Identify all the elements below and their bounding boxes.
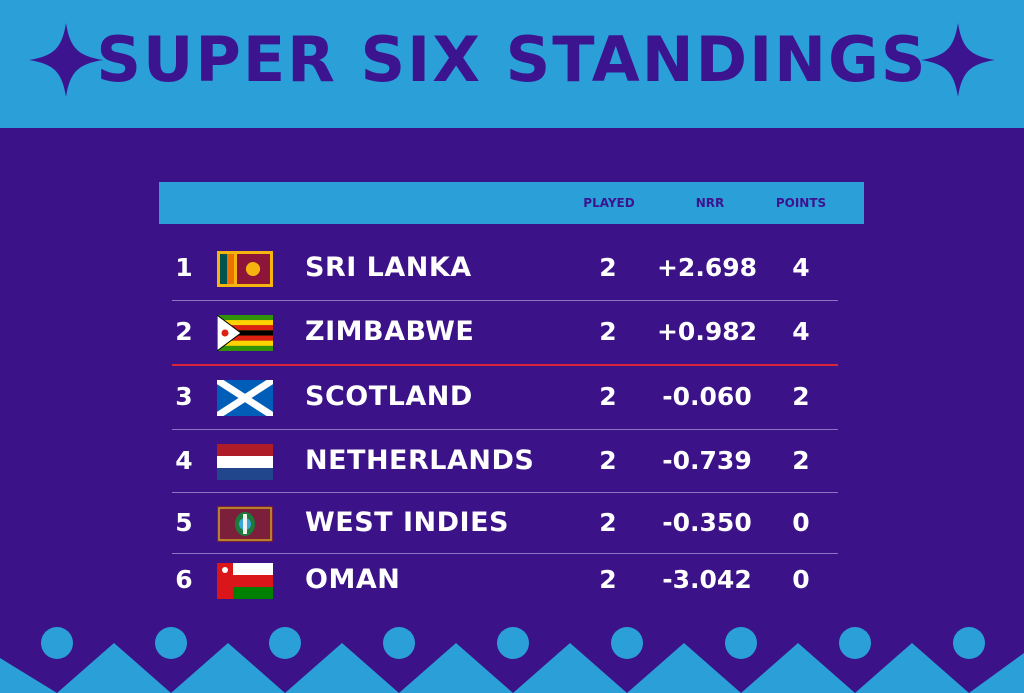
- zimbabwe-flag-icon: [217, 315, 273, 351]
- rank: 1: [175, 253, 193, 282]
- scotland-flag-icon: [217, 380, 273, 416]
- rank: 5: [175, 508, 193, 537]
- table-row: 1 SRI LANKA 2 +2.698 4: [159, 237, 864, 299]
- four-point-star-icon: [29, 23, 103, 97]
- points-value: 0: [792, 508, 810, 537]
- table-row: 3 SCOTLAND 2 -0.060 2: [159, 366, 864, 428]
- played-value: 2: [599, 382, 617, 411]
- played-value: 2: [599, 446, 617, 475]
- rank: 4: [175, 446, 193, 475]
- team-name: OMAN: [305, 564, 401, 595]
- row-divider: [172, 429, 838, 430]
- nrr-value: +2.698: [656, 253, 758, 282]
- nrr-value: -0.739: [662, 446, 752, 475]
- header-banner: [0, 0, 1024, 128]
- column-header-played: PLAYED: [583, 196, 635, 210]
- west-indies-flag-icon: [217, 506, 273, 542]
- points-value: 2: [792, 382, 810, 411]
- rank: 3: [175, 382, 193, 411]
- standings-table-header: PLAYED NRR POINTS: [159, 182, 864, 224]
- table-row: 2 ZIMBABWE 2 +0.982 4: [159, 301, 864, 363]
- nrr-value: +0.982: [656, 317, 758, 346]
- team-name: WEST INDIES: [305, 507, 509, 538]
- played-value: 2: [599, 508, 617, 537]
- table-row: 5 WEST INDIES 2 -0.350 0: [159, 492, 864, 554]
- team-name: ZIMBABWE: [305, 316, 475, 347]
- column-header-points: POINTS: [775, 196, 827, 210]
- sri-lanka-flag-icon: [217, 251, 273, 287]
- team-name: NETHERLANDS: [305, 445, 535, 476]
- points-value: 4: [792, 317, 810, 346]
- points-value: 2: [792, 446, 810, 475]
- oman-flag-icon: [217, 563, 273, 599]
- rank: 6: [175, 565, 193, 594]
- played-value: 2: [599, 317, 617, 346]
- team-name: SCOTLAND: [305, 381, 473, 412]
- row-divider: [172, 492, 838, 493]
- team-name: SRI LANKA: [305, 252, 472, 283]
- row-divider: [172, 300, 838, 301]
- played-value: 2: [599, 253, 617, 282]
- netherlands-flag-icon: [217, 444, 273, 480]
- nrr-value: -0.350: [662, 508, 752, 537]
- four-point-star-icon: [921, 23, 995, 97]
- table-row: 6 OMAN 2 -3.042 0: [159, 549, 864, 611]
- column-header-nrr: NRR: [695, 196, 725, 210]
- nrr-value: -0.060: [662, 382, 752, 411]
- played-value: 2: [599, 565, 617, 594]
- decorative-footer-pattern: [0, 627, 1024, 693]
- table-row: 4 NETHERLANDS 2 -0.739 2: [159, 430, 864, 492]
- qualification-line: [172, 364, 838, 366]
- points-value: 4: [792, 253, 810, 282]
- rank: 2: [175, 317, 193, 346]
- points-value: 0: [792, 565, 810, 594]
- page-title: SUPER SIX STANDINGS: [96, 23, 928, 96]
- row-divider: [172, 553, 838, 554]
- nrr-value: -3.042: [662, 565, 752, 594]
